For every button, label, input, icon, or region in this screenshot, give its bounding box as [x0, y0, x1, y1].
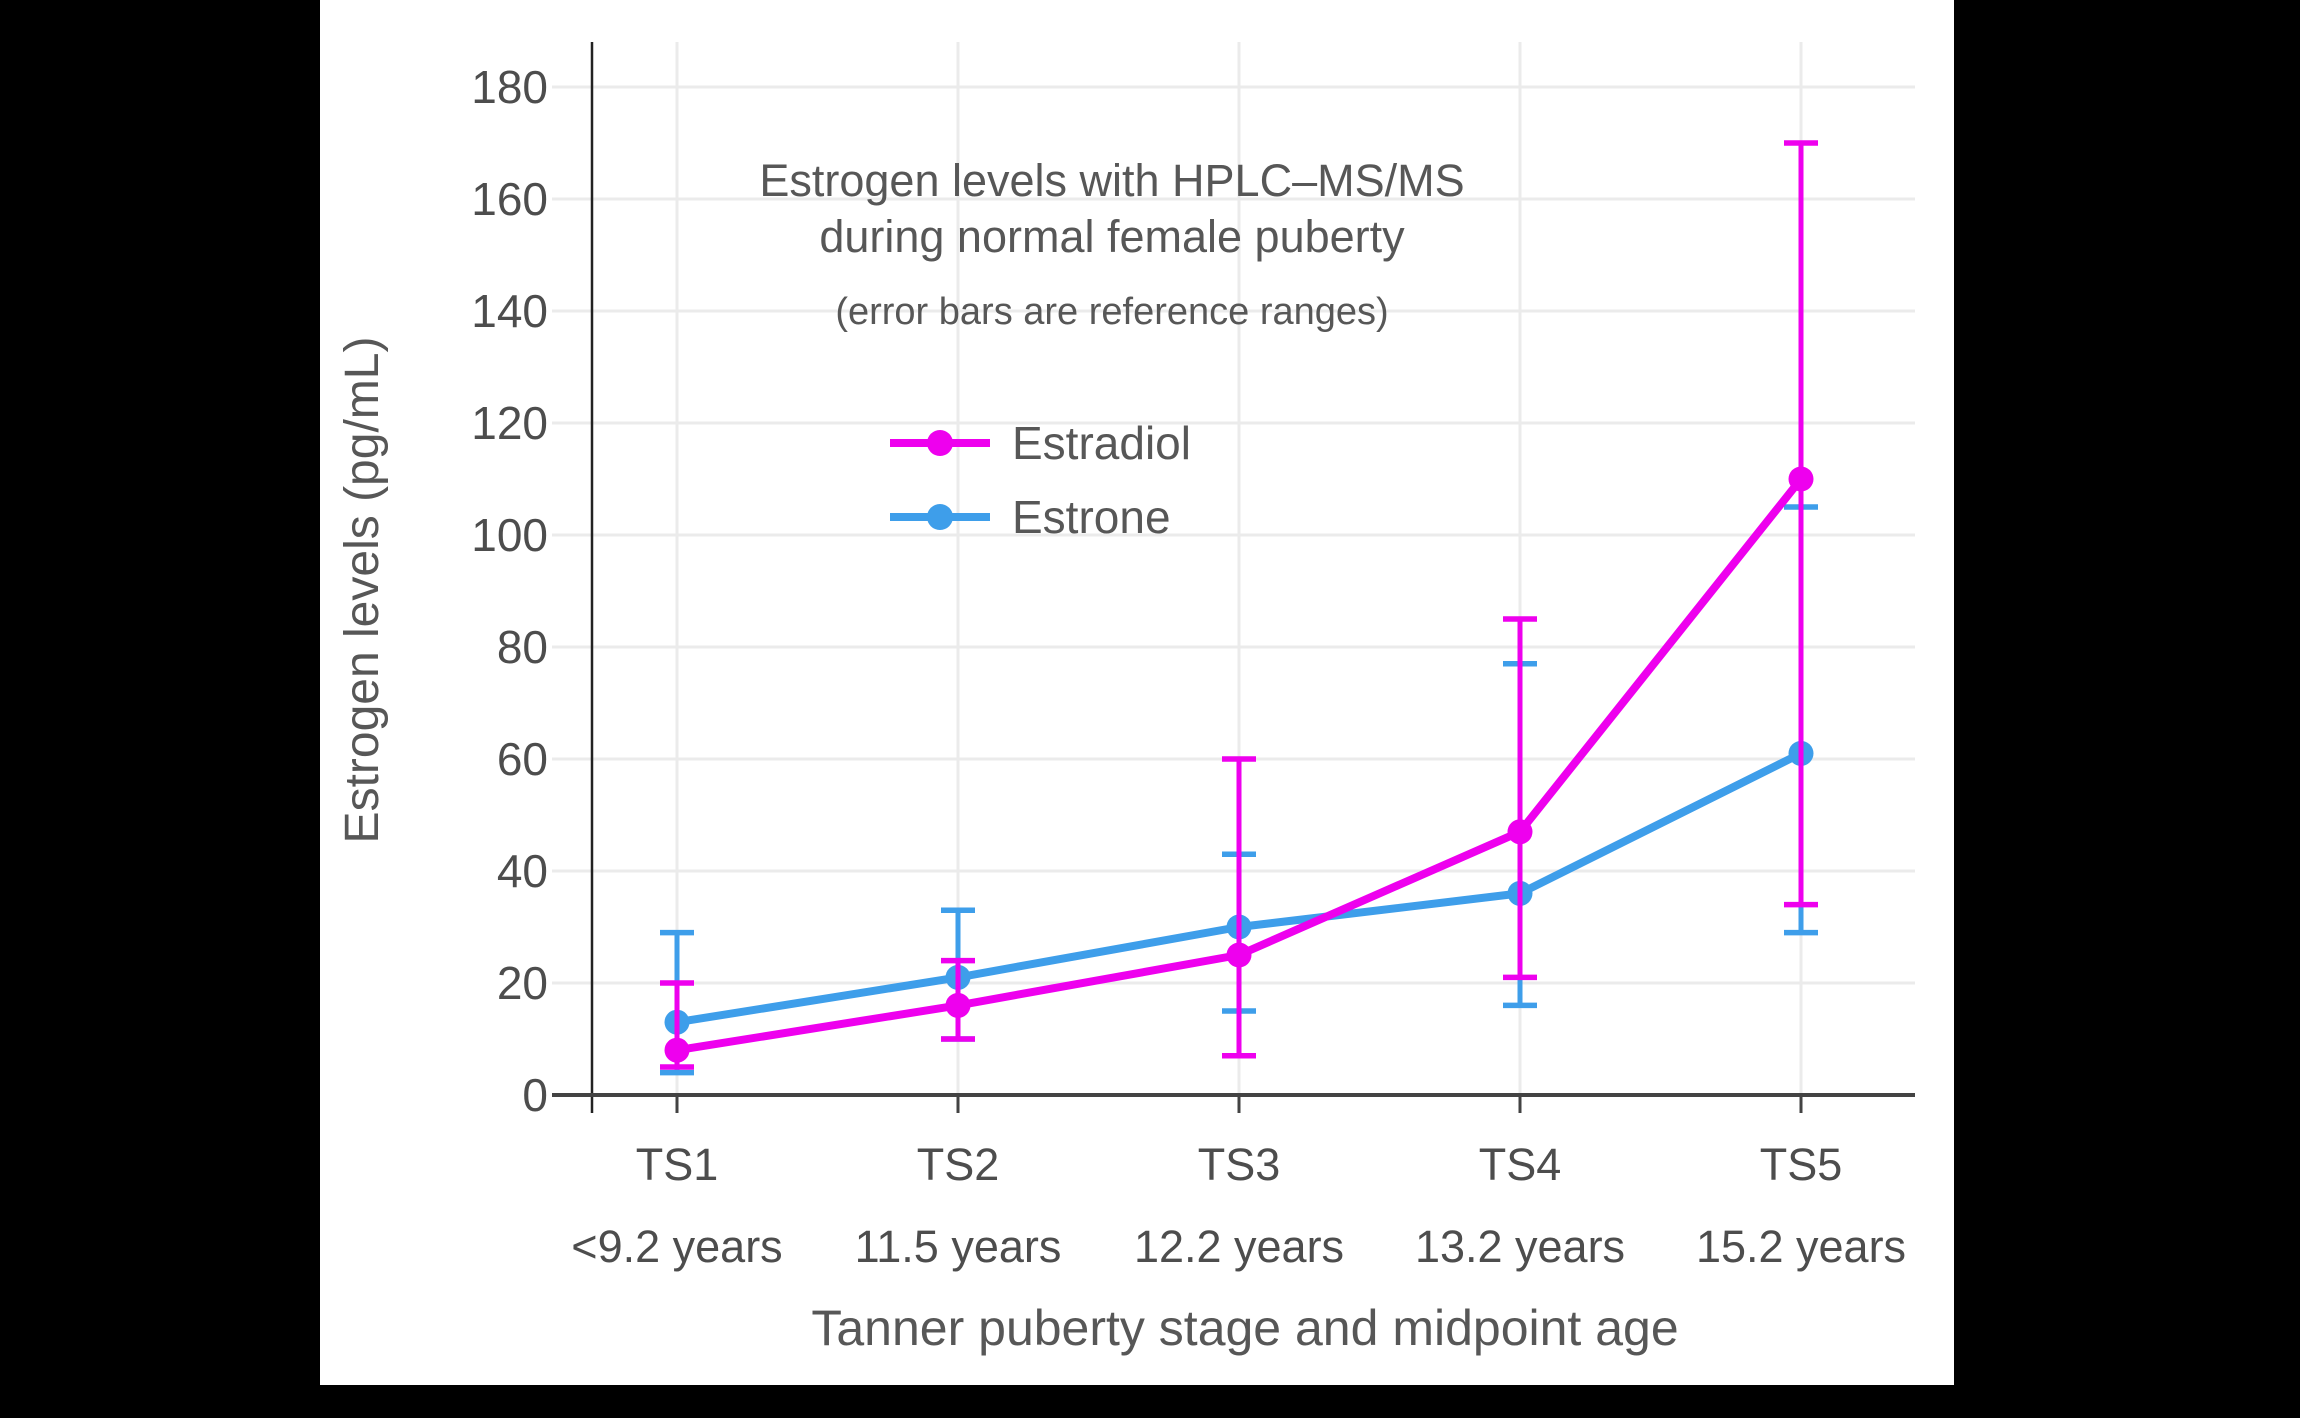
x-tick-label: TS1 — [636, 1139, 719, 1190]
x-tick-sublabel: 12.2 years — [1134, 1221, 1344, 1272]
data-point-estradiol — [945, 992, 971, 1018]
legend-label-estrone: Estrone — [1012, 491, 1171, 543]
data-point-estradiol — [1788, 466, 1814, 492]
y-tick-label: 60 — [497, 733, 548, 785]
y-tick-label: 0 — [522, 1069, 548, 1121]
y-tick-label: 40 — [497, 845, 548, 897]
data-point-estradiol — [1226, 942, 1252, 968]
chart-title-line1: Estrogen levels with HPLC–MS/MS — [759, 155, 1464, 206]
chart-panel: 0 20 40 60 80 100 120 140 160 180 TS1 TS2 TS3 TS4 TS5 <… — [320, 0, 1954, 1385]
x-tick-label: TS5 — [1760, 1139, 1843, 1190]
y-tick-label: 160 — [471, 173, 548, 225]
y-tick-label: 20 — [497, 957, 548, 1009]
data-point-estradiol — [664, 1037, 690, 1063]
tick-layer: 0 20 40 60 80 100 120 140 160 180 TS1 TS2 TS3 TS4 TS5 <… — [471, 61, 1906, 1272]
legend-label-estradiol: Estradiol — [1012, 417, 1191, 469]
legend-item-estrone: Estrone — [890, 491, 1171, 543]
y-tick-label: 180 — [471, 61, 548, 113]
x-tick-label: TS4 — [1479, 1139, 1562, 1190]
y-tick-label: 120 — [471, 397, 548, 449]
legend: Estradiol Estrone — [890, 417, 1191, 543]
x-tick-sublabel: <9.2 years — [571, 1221, 782, 1272]
legend-marker-estradiol-icon — [927, 430, 953, 456]
legend-marker-estrone-icon — [927, 504, 953, 530]
series-layer — [660, 140, 1818, 1076]
chart-title-line2: during normal female puberty — [819, 211, 1405, 262]
legend-item-estradiol: Estradiol — [890, 417, 1191, 469]
y-tick-label: 140 — [471, 285, 548, 337]
y-tick-label: 80 — [497, 621, 548, 673]
data-point-estradiol — [1507, 819, 1533, 845]
x-axis-title: Tanner puberty stage and midpoint age — [811, 1300, 1678, 1356]
x-tick-label: TS2 — [917, 1139, 1000, 1190]
x-tick-sublabel: 15.2 years — [1696, 1221, 1906, 1272]
y-tick-label: 100 — [471, 509, 548, 561]
chart-subtitle: (error bars are reference ranges) — [835, 291, 1388, 333]
y-axis-title: Estrogen levels (pg/mL) — [336, 337, 389, 844]
x-tick-sublabel: 11.5 years — [855, 1221, 1062, 1272]
x-tick-sublabel: 13.2 years — [1415, 1221, 1625, 1272]
x-tick-label: TS3 — [1198, 1139, 1281, 1190]
estrogen-line-chart: 0 20 40 60 80 100 120 140 160 180 TS1 TS2 TS3 TS4 TS5 <… — [336, 42, 1915, 1356]
